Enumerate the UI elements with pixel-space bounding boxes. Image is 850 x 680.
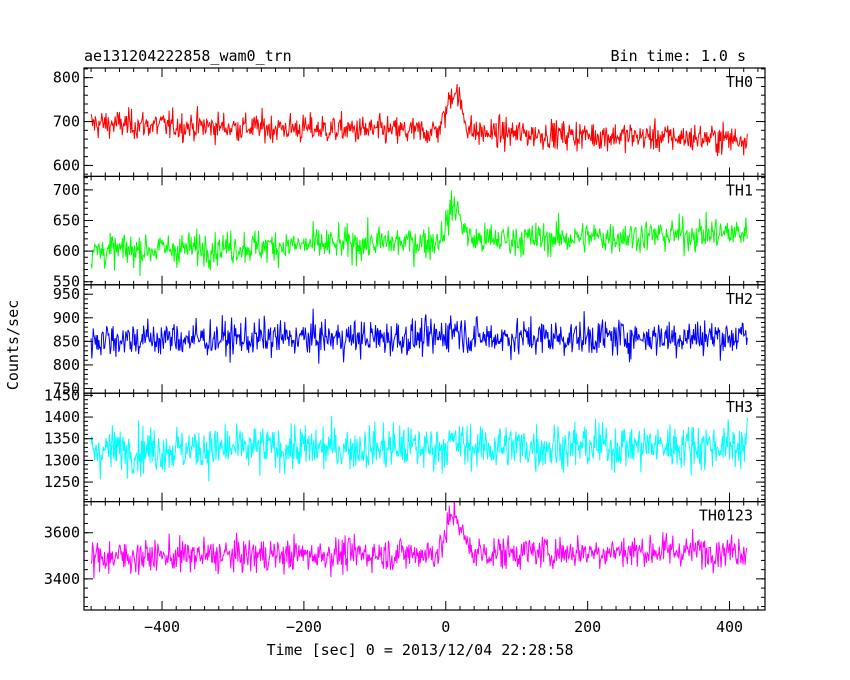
panel-name-th0123: TH0123 [699, 507, 753, 525]
y-tick-label: 3600 [44, 524, 80, 542]
y-tick-label: 1350 [44, 430, 80, 448]
y-tick-label: 800 [53, 69, 80, 87]
panel-frame [83, 501, 766, 611]
panel-name-th0: TH0 [726, 73, 753, 91]
series-line-th1 [90, 190, 748, 277]
chart-title: ae131204222858_wam0_trn [84, 47, 292, 65]
y-tick-label: 850 [53, 332, 80, 350]
x-tick-label: 200 [574, 618, 601, 636]
y-tick-label: 900 [53, 309, 80, 327]
y-tick-label: 950 [53, 285, 80, 303]
y-tick-label: 1300 [44, 451, 80, 469]
x-tick-label: 400 [716, 618, 743, 636]
y-tick-label: 750 [53, 379, 80, 397]
y-tick-label: 800 [53, 356, 80, 374]
x-tick-label: −200 [286, 618, 322, 636]
y-axis-label: Counts/sec [4, 300, 22, 390]
series-line-th3 [90, 416, 748, 482]
panel-name-th1: TH1 [726, 181, 753, 199]
x-tick-label: 0 [441, 618, 450, 636]
series-line-th0123 [90, 501, 748, 579]
y-tick-label: 650 [53, 211, 80, 229]
series-line-th0 [90, 83, 748, 157]
y-tick-label: 700 [53, 113, 80, 131]
y-tick-label: 600 [53, 242, 80, 260]
panel-th0123: 3400 3600 TH0123 [44, 501, 766, 611]
bin-time-label: Bin time: 1.0 s [611, 47, 746, 65]
y-tick-label: 700 [53, 181, 80, 199]
y-tick-label: 3400 [44, 570, 80, 588]
y-tick-label: 1400 [44, 408, 80, 426]
panel-name-th2: TH2 [726, 290, 753, 308]
panels-group: 600 700 800 TH0 550 600 650 700 TH1 750 800 850 900 9… [44, 67, 766, 611]
x-axis: −400 −200 0 200 400 [144, 618, 743, 636]
y-tick-label: 1450 [44, 386, 80, 404]
y-tick-label: 550 [53, 273, 80, 291]
y-tick-label: 1250 [44, 473, 80, 491]
panel-th2: 750 800 850 900 950 TH2 [53, 284, 766, 397]
x-tick-label: −400 [144, 618, 180, 636]
y-tick-label: 600 [53, 156, 80, 174]
panel-name-th3: TH3 [726, 398, 753, 416]
panel-th3: 1250 1300 1350 1400 1450 TH3 [44, 386, 766, 503]
series-line-th2 [90, 308, 748, 364]
x-axis-label: Time [sec] 0 = 2013/12/04 22:28:58 [266, 641, 573, 659]
